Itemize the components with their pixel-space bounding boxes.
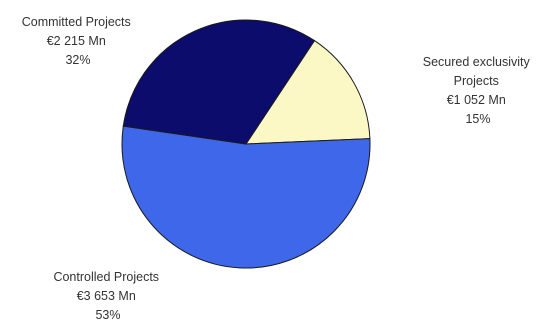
pie-slice-controlled-projects xyxy=(121,125,371,269)
label-secured-name-line2: Projects xyxy=(454,74,499,88)
label-committed-amount: €2 215 Mn xyxy=(47,34,106,48)
pie-slice-secured-exclusivity-projects xyxy=(245,39,371,145)
pie-slice-committed-projects xyxy=(122,19,316,145)
label-controlled-name: Controlled Projects xyxy=(53,270,159,284)
label-committed-name: Committed Projects xyxy=(22,15,131,29)
label-controlled-amount: €3 653 Mn xyxy=(77,289,136,303)
label-secured-percent: 15% xyxy=(465,112,490,126)
slice-label-secured: Secured exclusivity Projects €1 052 Mn 1… xyxy=(423,55,533,126)
label-secured-amount: €1 052 Mn xyxy=(447,93,506,107)
slice-label-committed: Committed Projects €2 215 Mn 32% xyxy=(22,15,135,67)
label-secured-name-line1: Secured exclusivity xyxy=(423,55,531,69)
slice-label-controlled: Controlled Projects €3 653 Mn 53% xyxy=(53,270,162,322)
label-controlled-percent: 53% xyxy=(95,308,120,322)
pie-slices xyxy=(121,19,371,269)
label-committed-percent: 32% xyxy=(65,53,90,67)
